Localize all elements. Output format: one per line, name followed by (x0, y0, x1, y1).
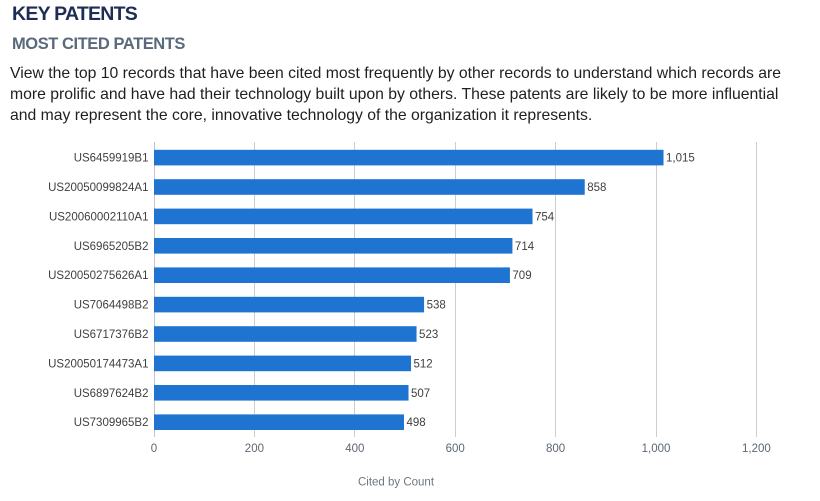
svg-text:538: 538 (427, 300, 446, 312)
svg-text:709: 709 (512, 270, 531, 282)
svg-text:US7064498B2: US7064498B2 (74, 300, 149, 312)
svg-text:Cited by Count: Cited by Count (358, 477, 435, 489)
svg-text:US7309965B2: US7309965B2 (74, 417, 149, 429)
svg-text:714: 714 (515, 241, 535, 253)
svg-text:754: 754 (535, 211, 555, 223)
svg-text:US20050099824A1: US20050099824A1 (48, 182, 148, 194)
svg-text:US6897624B2: US6897624B2 (74, 388, 149, 400)
svg-text:523: 523 (419, 329, 438, 341)
svg-text:858: 858 (587, 182, 606, 194)
svg-text:400: 400 (345, 443, 364, 455)
svg-text:1,000: 1,000 (642, 443, 671, 455)
svg-text:600: 600 (446, 443, 465, 455)
svg-text:1,015: 1,015 (666, 153, 695, 165)
svg-text:512: 512 (414, 358, 433, 370)
svg-text:US6717376B2: US6717376B2 (74, 329, 149, 341)
svg-text:US20050275626A1: US20050275626A1 (48, 270, 148, 282)
svg-text:0: 0 (151, 443, 157, 455)
svg-text:800: 800 (546, 443, 565, 455)
svg-text:498: 498 (407, 417, 426, 429)
svg-text:US20060002110A1: US20060002110A1 (49, 211, 149, 223)
svg-text:1,200: 1,200 (742, 443, 771, 455)
svg-text:507: 507 (411, 388, 430, 400)
svg-text:200: 200 (245, 443, 264, 455)
svg-text:US6965205B2: US6965205B2 (74, 241, 149, 253)
svg-text:US6459919B1: US6459919B1 (74, 153, 149, 165)
svg-text:US20050174473A1: US20050174473A1 (48, 358, 148, 370)
